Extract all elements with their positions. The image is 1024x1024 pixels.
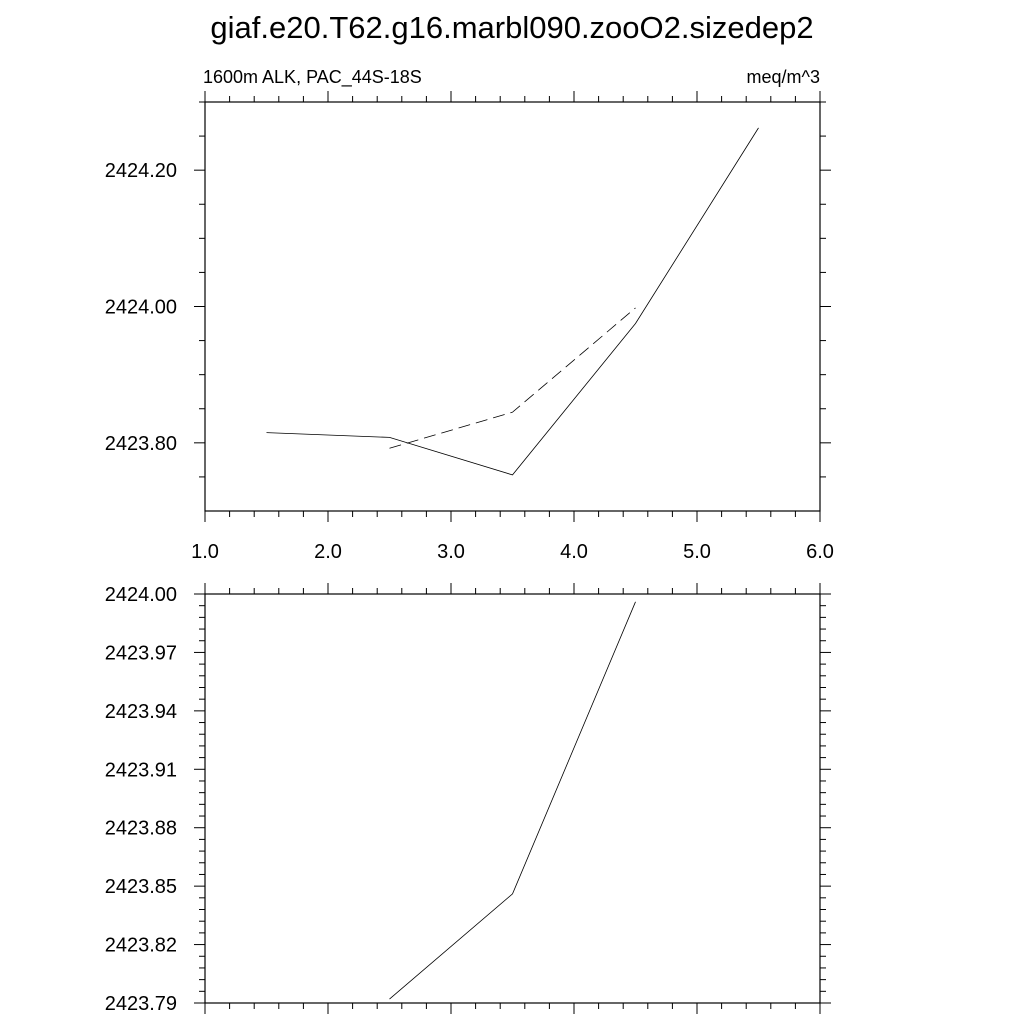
chart-title: giaf.e20.T62.g16.marbl090.zooO2.sizedep2 <box>210 10 813 45</box>
top-panel: 1600m ALK, PAC_44S-18S meq/m^3 1.0 2.0 3.0… <box>105 67 834 563</box>
bottom-panel-series <box>389 601 636 1000</box>
top-x-tick-label: 6.0 <box>806 541 834 563</box>
bottom-y-tick-label: 2424.00 <box>105 584 177 606</box>
bottom-y-tick-label: 2423.85 <box>105 876 177 898</box>
top-x-tick-label: 1.0 <box>191 541 219 563</box>
top-y-tick-label: 2424.00 <box>105 297 177 319</box>
top-panel-left-label: 1600m ALK, PAC_44S-18S <box>203 67 422 88</box>
top-panel-frame <box>204 101 821 512</box>
top-series-2-line <box>389 307 636 449</box>
top-x-tick-label: 5.0 <box>683 541 711 563</box>
top-panel-series <box>266 127 759 476</box>
top-series-1-line <box>266 127 759 476</box>
bottom-y-tick-label: 2423.79 <box>105 993 177 1015</box>
top-y-tick-label: 2423.80 <box>105 433 177 455</box>
bottom-y-tick-label: 2423.88 <box>105 818 177 840</box>
bottom-y-tick-label: 2423.82 <box>105 935 177 957</box>
top-x-tick-label: 4.0 <box>560 541 588 563</box>
bottom-series-1-line <box>389 601 636 1000</box>
bottom-panel: 2423.79 2423.82 2423.85 2423.88 2423.91 2423.… <box>105 583 831 1015</box>
top-y-tick-label: 2424.20 <box>105 160 177 182</box>
top-x-tick-label: 2.0 <box>314 541 342 563</box>
bottom-y-tick-label: 2423.91 <box>105 759 177 781</box>
bottom-y-tick-label: 2423.94 <box>105 701 177 723</box>
bottom-panel-frame <box>204 593 821 1004</box>
bottom-panel-ticks: 2423.79 2423.82 2423.85 2423.88 2423.91 2423.… <box>105 583 831 1015</box>
top-panel-ticks: 1.0 2.0 3.0 4.0 5.0 6.0 2423.80 2424.00 2424.20 <box>105 91 834 563</box>
top-x-tick-label: 3.0 <box>437 541 465 563</box>
bottom-y-tick-label: 2423.97 <box>105 642 177 664</box>
top-panel-units-label: meq/m^3 <box>747 67 820 87</box>
